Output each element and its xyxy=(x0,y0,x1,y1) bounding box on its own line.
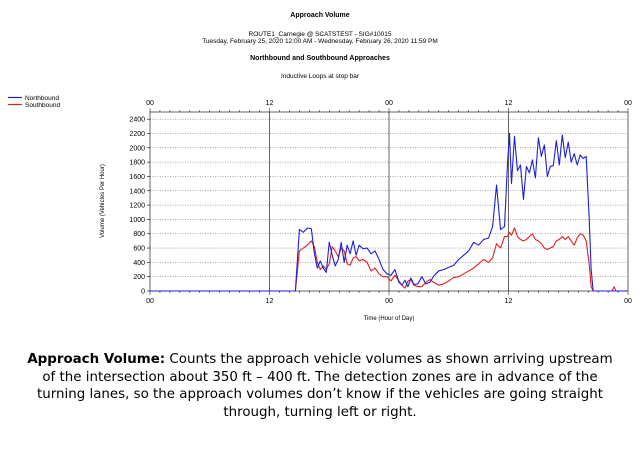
chart-approaches-subtitle: Northbound and Southbound Approaches xyxy=(250,55,390,62)
chart-detector-note: Inductive Loops at stop bar xyxy=(281,73,360,80)
y-tick-label: 1200 xyxy=(129,203,145,210)
figure-caption: Approach Volume: Counts the approach veh… xyxy=(20,351,620,421)
y-tick-label: 600 xyxy=(133,246,145,253)
x-tick-label-bottom: 00 xyxy=(385,298,393,305)
x-tick-label-bottom: 00 xyxy=(624,298,632,305)
x-tick-label-top: 00 xyxy=(624,100,632,107)
x-tick-label-top: 00 xyxy=(146,100,154,107)
y-tick-label: 1800 xyxy=(129,160,145,167)
x-tick-label-top: 12 xyxy=(266,100,274,107)
chart-subtitle-line-1: ROUTE1_Carnegie @ SCATSTEST - SIG#10015 xyxy=(249,31,392,38)
y-tick-label: 200 xyxy=(133,274,145,281)
y-axis-label: Volume (Vehicles Per Hour) xyxy=(100,164,106,238)
legend: Northbound Southbound xyxy=(8,95,60,109)
x-tick-label-top: 12 xyxy=(505,100,513,107)
y-tick-label: 1400 xyxy=(129,188,145,195)
x-tick-label-bottom: 00 xyxy=(146,298,154,305)
y-tick-label: 1600 xyxy=(129,174,145,181)
chart: Approach Volume ROUTE1_Carnegie @ SCATST… xyxy=(8,12,632,322)
caption-heading: Approach Volume: xyxy=(27,352,166,367)
y-tick-label: 2400 xyxy=(129,117,145,124)
legend-label-southbound: Southbound xyxy=(25,102,60,109)
series-lines xyxy=(150,132,628,292)
x-tick-label-bottom: 12 xyxy=(505,298,513,305)
x-tick-label-bottom: 12 xyxy=(266,298,274,305)
legend-label-northbound: Northbound xyxy=(25,95,59,102)
chart-subtitle-line-2: Tuesday, February 25, 2020 12:00 AM - We… xyxy=(202,38,438,45)
y-tick-label: 0 xyxy=(141,289,145,296)
y-tick-label: 2000 xyxy=(129,145,145,152)
y-tick-label: 800 xyxy=(133,231,145,238)
x-axis-label: Time (Hour of Day) xyxy=(364,316,415,322)
y-tick-label: 2200 xyxy=(129,131,145,138)
caption-text: Counts the approach vehicle volumes as s… xyxy=(37,352,613,420)
series-line-northbound xyxy=(150,132,628,292)
axis-ticks: 0200400600800100012001400160018002000220… xyxy=(129,100,632,305)
y-tick-label: 1000 xyxy=(129,217,145,224)
y-tick-label: 400 xyxy=(133,260,145,267)
x-tick-label-top: 00 xyxy=(385,100,393,107)
chart-title: Approach Volume xyxy=(290,12,349,19)
